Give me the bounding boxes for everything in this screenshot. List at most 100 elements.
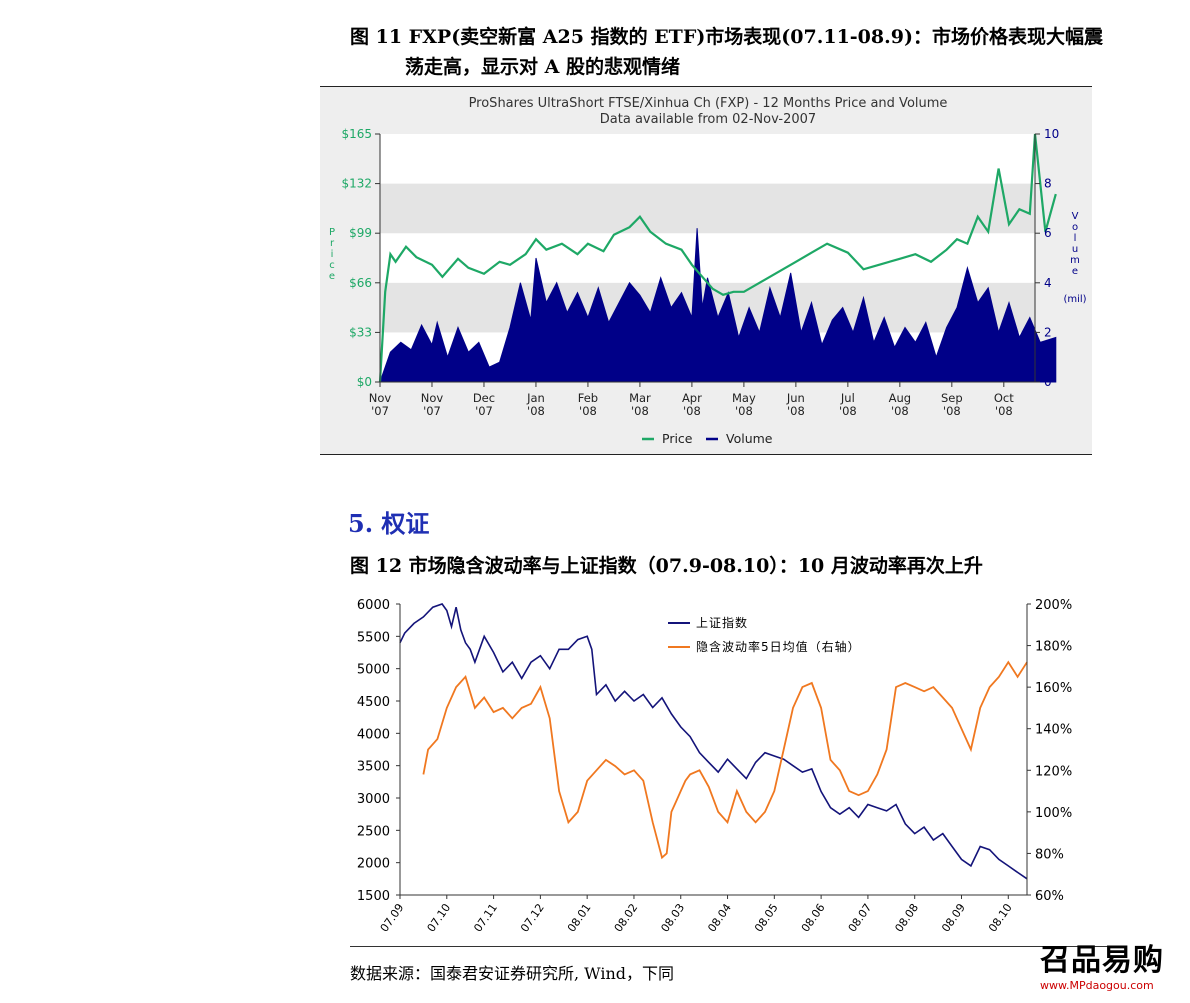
y-left-label-letter: e <box>329 271 335 282</box>
chart-subtitle: Data available from 02-Nov-2007 <box>600 112 816 127</box>
x-tick-label: 07.12 <box>518 901 547 934</box>
x-tick-label: 07.11 <box>471 901 500 934</box>
y-right-tick-label: 200% <box>1035 598 1072 613</box>
y-left-tick-label: 2500 <box>357 824 390 839</box>
y-right-label-letter: o <box>1072 222 1078 233</box>
x-tick-label: Jan <box>526 391 545 405</box>
x-tick-label: May <box>732 391 756 405</box>
x-tick-label: '08 <box>943 404 961 418</box>
y-right-tick-label: 4 <box>1044 276 1052 290</box>
price-line <box>378 133 1057 383</box>
plot-band <box>380 233 1035 283</box>
x-tick-label: Nov <box>421 391 444 405</box>
x-tick-label: Oct <box>994 391 1014 405</box>
implied-volatility-line <box>422 660 1028 860</box>
y-right-label-letter: e <box>1072 266 1078 277</box>
y-left-tick-label: 5000 <box>357 663 390 678</box>
y-right-tick-label: 120% <box>1035 764 1072 779</box>
x-tick-label: Aug <box>889 391 911 405</box>
y-left-tick-label: 5500 <box>357 630 390 645</box>
y-left-label-letter: c <box>329 260 335 271</box>
y-left-label-letter: i <box>331 249 334 260</box>
figure-11-title: 图 11 FXP(卖空新富 A25 指数的 ETF)市场表现(07.11-08.… <box>350 26 1103 48</box>
y-right-tick-label: 0 <box>1044 375 1052 389</box>
section-heading: 5. 权证 <box>348 509 430 538</box>
x-tick-label: '07 <box>423 404 441 418</box>
y-left-tick-label: $132 <box>341 177 372 191</box>
y-left-tick-label: 4000 <box>357 727 390 742</box>
legend-volatility-label: 隐含波动率5日均值（右轴） <box>696 639 861 654</box>
chart-title: ProShares UltraShort FTSE/Xinhua Ch (FXP… <box>469 96 948 111</box>
x-tick-label: 08.10 <box>986 901 1015 934</box>
x-tick-label: 08.06 <box>799 901 828 934</box>
volume-area <box>379 228 1057 383</box>
y-right-label-letter: u <box>1072 244 1078 255</box>
x-tick-label: 07.10 <box>425 901 454 934</box>
x-tick-label: 08.01 <box>565 901 594 934</box>
x-tick-label: 08.03 <box>658 901 687 934</box>
x-tick-label: '08 <box>683 404 701 418</box>
x-tick-label: 08.07 <box>846 901 875 934</box>
x-tick-label: 08.08 <box>892 901 921 934</box>
y-left-tick-label: $99 <box>349 226 372 240</box>
y-right-label-letter: l <box>1074 233 1077 244</box>
y-right-tick-label: 180% <box>1035 640 1072 655</box>
y-left-tick-label: 3500 <box>357 760 390 775</box>
figure-12-title: 图 12 市场隐含波动率与上证指数（07.9-08.10）：10 月波动率再次上… <box>350 555 983 577</box>
y-left-tick-label: $33 <box>349 325 372 339</box>
x-tick-label: 07.09 <box>378 901 407 934</box>
y-left-tick-label: $0 <box>357 375 372 389</box>
y-right-tick-label: 140% <box>1035 723 1072 738</box>
x-tick-label: Nov <box>369 391 392 405</box>
y-right-tick-label: 6 <box>1044 226 1052 240</box>
data-source: 数据来源：国泰君安证券研究所, Wind，下同 <box>350 964 675 983</box>
y-right-tick-label: 60% <box>1035 889 1064 904</box>
x-tick-label: 08.05 <box>752 901 781 934</box>
x-tick-label: '08 <box>787 404 805 418</box>
figure-11-title-continued: 荡走高，显示对 A 股的悲观情绪 <box>405 56 680 78</box>
x-tick-label: '08 <box>995 404 1013 418</box>
x-tick-label: Dec <box>473 391 495 405</box>
logo-text: 召品易购 <box>1040 943 1164 978</box>
fxp-chart-panel: ProShares UltraShort FTSE/Xinhua Ch (FXP… <box>320 86 1092 455</box>
y-left-label-letter: P <box>329 227 335 238</box>
y-left-tick-label: $165 <box>341 127 372 141</box>
y-right-label-letter: V <box>1072 211 1079 222</box>
x-tick-label: Apr <box>682 391 702 405</box>
y-right-tick-label: 10 <box>1044 127 1059 141</box>
y-right-tick-label: 160% <box>1035 681 1072 696</box>
y-right-tick-label: 8 <box>1044 177 1052 191</box>
y-left-label-letter: r <box>330 238 335 249</box>
x-tick-label: Jul <box>840 391 855 405</box>
logo-url: www.MPdaogou.com <box>1040 979 1154 992</box>
x-tick-label: '08 <box>527 404 545 418</box>
y-left-tick-label: 4500 <box>357 695 390 710</box>
y-right-tick-label: 100% <box>1035 806 1072 821</box>
x-tick-label: Sep <box>941 391 963 405</box>
y-right-label-letter: m <box>1070 255 1080 266</box>
y-left-tick-label: 3000 <box>357 792 390 807</box>
x-tick-label: 08.02 <box>612 901 641 934</box>
fxp-price-volume-chart: ProShares UltraShort FTSE/Xinhua Ch (FXP… <box>329 96 1087 446</box>
x-tick-label: '07 <box>475 404 493 418</box>
legend-price-label: Price <box>662 431 693 446</box>
legend-volume-label: Volume <box>726 431 773 446</box>
shanghai-index-line <box>399 603 1028 880</box>
y-left-tick-label: 2000 <box>357 857 390 872</box>
x-tick-label: 08.09 <box>939 901 968 934</box>
x-tick-label: '08 <box>839 404 857 418</box>
x-tick-label: Mar <box>629 391 651 405</box>
x-tick-label: 08.04 <box>705 901 734 934</box>
y-left-tick-label: 6000 <box>357 598 390 613</box>
y-right-tick-label: 2 <box>1044 325 1052 339</box>
x-tick-label: Jun <box>786 391 805 405</box>
site-logo: 召品易购 www.MPdaogou.com <box>1040 935 1180 992</box>
y-right-unit: (mil) <box>1063 294 1086 305</box>
legend-index-label: 上证指数 <box>696 615 748 630</box>
x-tick-label: '08 <box>579 404 597 418</box>
x-tick-label: '08 <box>735 404 753 418</box>
x-tick-label: '08 <box>631 404 649 418</box>
source-divider <box>350 946 1110 947</box>
plot-band <box>380 134 1035 184</box>
y-left-tick-label: 1500 <box>357 889 390 904</box>
